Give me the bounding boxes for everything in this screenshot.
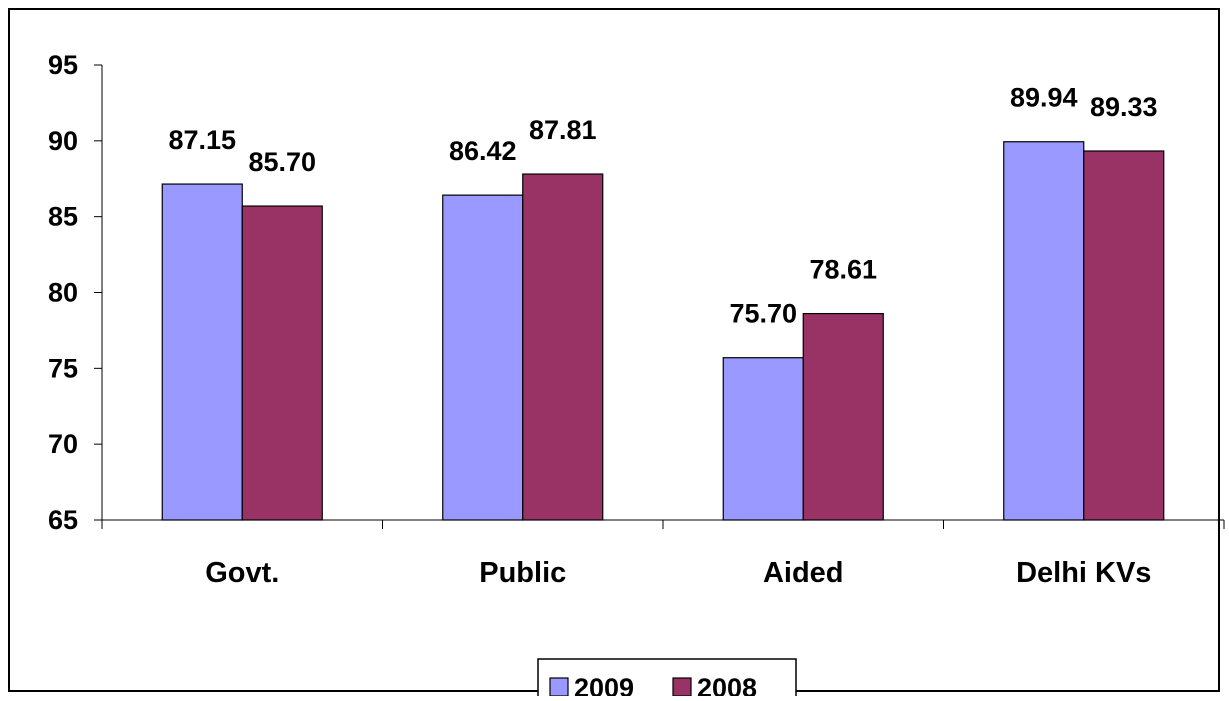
category-labels-group: Govt. Public Aided Delhi KVs: [205, 557, 1151, 589]
data-labels-group: 87.15 85.70 86.42 87.81 75.70 78.61 89.94 89.33: [168, 83, 1157, 329]
bar-2008-govt-: [241, 205, 323, 521]
data-label: 89.33: [1090, 92, 1158, 122]
y-tick-label: 85: [48, 202, 78, 232]
y-tick-label: 75: [48, 353, 78, 383]
data-label: 86.42: [449, 136, 517, 166]
x-axis-ticks: [101, 520, 1225, 529]
category-label: Aided: [763, 557, 844, 589]
legend-box: [537, 658, 797, 701]
bar-2008-public: [522, 173, 604, 521]
bar-2009-aided: [722, 357, 804, 521]
legend-label-2008: 2008: [697, 673, 757, 696]
bar-2009-delhi-kvs: [1003, 141, 1085, 521]
bar-2008-delhi-kvs: [1083, 150, 1165, 521]
data-label: 87.15: [168, 125, 236, 155]
legend-label-2009: 2009: [574, 673, 634, 696]
y-axis-ticks: 95 90 85 80 75 70 65: [48, 50, 102, 535]
category-label: Delhi KVs: [1016, 557, 1151, 589]
data-label: 87.81: [529, 115, 597, 145]
y-tick-label: 90: [48, 126, 78, 156]
y-tick-label: 65: [48, 505, 78, 535]
data-label: 78.61: [809, 255, 877, 285]
legend-swatch-2008: [672, 677, 692, 697]
bars-group: [161, 141, 1165, 521]
y-tick-label: 80: [48, 278, 78, 308]
y-tick-label: 95: [48, 50, 78, 80]
bar-2009-public: [442, 194, 524, 521]
data-label: 89.94: [1010, 83, 1078, 113]
legend-swatch-2009: [549, 677, 569, 697]
category-label: Govt.: [205, 557, 279, 589]
data-label: 85.70: [248, 147, 316, 177]
legend: 2009 2008: [537, 658, 797, 701]
y-tick-label: 70: [48, 429, 78, 459]
bar-2009-govt-: [161, 183, 243, 521]
category-label: Public: [479, 557, 566, 589]
bar-2008-aided: [802, 312, 884, 521]
data-label: 75.70: [729, 299, 797, 329]
